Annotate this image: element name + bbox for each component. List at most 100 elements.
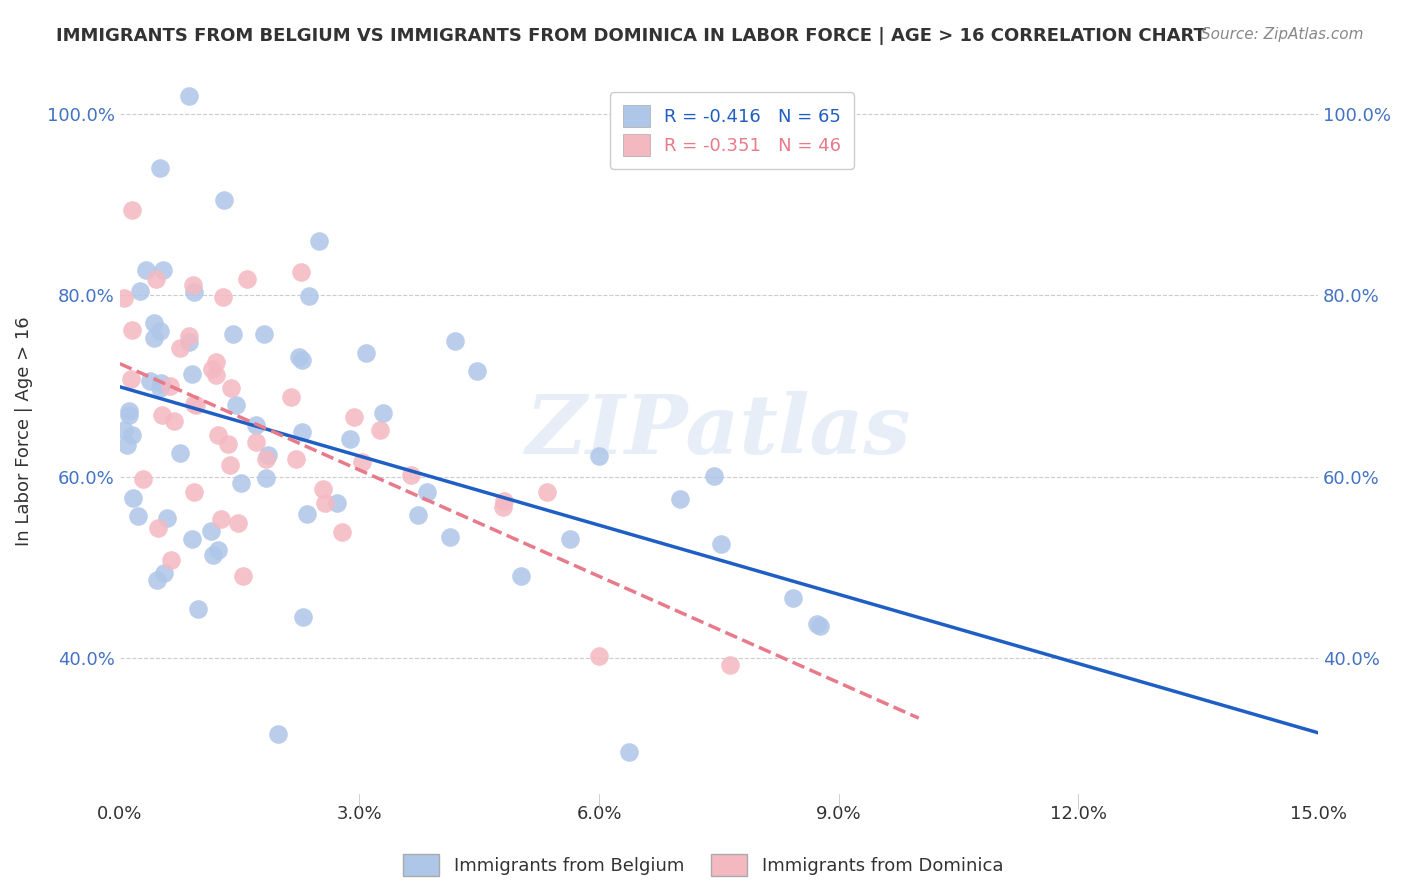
Point [163,413,186,427]
Point [312,482,335,496]
Point [280,390,302,404]
Point [127,509,149,524]
Point [245,434,267,449]
Point [142,316,165,330]
Point [202,548,225,562]
Point [153,566,176,581]
Point [115,438,138,452]
Point [354,346,377,360]
Point [806,617,828,632]
Point [201,361,224,376]
Point [181,533,204,547]
Point [492,494,515,508]
Point [150,409,173,423]
Point [669,492,692,507]
Point [207,542,229,557]
Point [325,496,347,510]
Point [149,382,172,396]
Point [371,405,394,419]
Point [399,467,422,482]
Point [225,398,247,412]
Point [149,161,172,176]
Point [183,397,205,411]
Point [292,610,315,624]
Point [179,329,201,343]
Point [169,341,191,355]
Point [782,591,804,606]
Point [308,234,330,248]
Point [439,530,461,544]
Point [200,524,222,539]
Point [169,445,191,459]
Point [122,491,145,506]
Point [710,536,733,550]
Point [314,496,336,510]
Point [177,334,200,349]
Point [146,521,169,535]
Point [617,745,640,759]
Point [219,458,242,472]
Point [131,472,153,486]
Point [177,88,200,103]
Point [205,368,228,382]
Point [254,471,277,485]
Point [510,569,533,583]
Point [112,291,135,305]
Point [444,334,467,348]
Point [285,452,308,467]
Point [121,202,143,217]
Point [226,516,249,531]
Point [183,285,205,299]
Point [558,532,581,546]
Point [207,427,229,442]
Point [212,193,235,207]
Point [205,355,228,369]
Point [146,573,169,587]
Point [245,418,267,433]
Point [121,428,143,442]
Point [149,324,172,338]
Point [118,403,141,417]
Point [217,437,239,451]
Point [588,449,610,463]
Point [343,409,366,424]
Point [181,278,204,293]
Point [187,602,209,616]
Point [295,507,318,521]
Text: Source: ZipAtlas.com: Source: ZipAtlas.com [1201,27,1364,42]
Point [121,322,143,336]
Point [183,484,205,499]
Point [156,511,179,525]
Point [492,500,515,515]
Point [254,452,277,467]
Point [267,727,290,741]
Point [129,284,152,298]
Point [536,484,558,499]
Legend: Immigrants from Belgium, Immigrants from Dominica: Immigrants from Belgium, Immigrants from… [395,847,1011,883]
Point [330,524,353,539]
Point [588,648,610,663]
Point [368,423,391,437]
Point [142,331,165,345]
Point [149,376,172,391]
Point [236,272,259,286]
Point [219,381,242,395]
Point [350,455,373,469]
Text: ZIPatlas: ZIPatlas [526,392,911,472]
Point [186,398,208,412]
Point [152,263,174,277]
Point [291,425,314,439]
Point [465,364,488,378]
Legend: R = -0.416   N = 65, R = -0.351   N = 46: R = -0.416 N = 65, R = -0.351 N = 46 [610,92,853,169]
Point [139,375,162,389]
Text: IMMIGRANTS FROM BELGIUM VS IMMIGRANTS FROM DOMINICA IN LABOR FORCE | AGE > 16 CO: IMMIGRANTS FROM BELGIUM VS IMMIGRANTS FR… [56,27,1206,45]
Point [253,326,276,341]
Point [232,569,254,583]
Point [288,351,311,365]
Point [181,368,204,382]
Point [231,475,253,490]
Point [298,289,321,303]
Point [222,326,245,341]
Point [212,290,235,304]
Point [808,619,831,633]
